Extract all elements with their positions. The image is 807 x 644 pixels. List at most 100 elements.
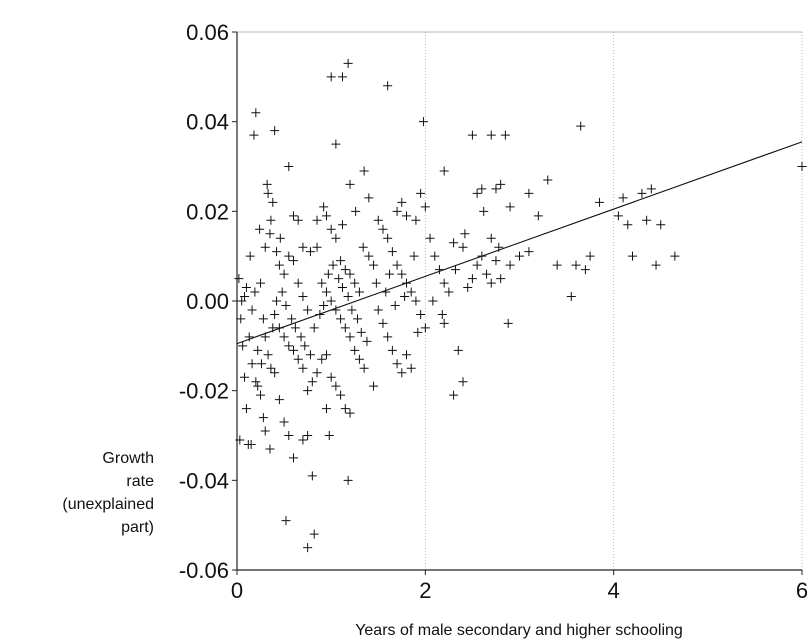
data-point (262, 179, 272, 189)
data-point (305, 247, 315, 257)
data-point (324, 431, 334, 440)
data-point (430, 251, 440, 261)
data-point (244, 332, 254, 342)
data-point (595, 197, 605, 207)
y-tick-label: -0.06 (179, 558, 229, 583)
data-point (275, 233, 285, 243)
data-point (350, 278, 360, 288)
data-point (256, 359, 266, 369)
y-tick-label: -0.04 (179, 468, 229, 493)
data-point (270, 309, 280, 319)
data-point (309, 323, 319, 333)
data-point (472, 260, 482, 270)
data-point (472, 188, 482, 198)
data-point (345, 332, 355, 342)
data-point (450, 265, 460, 275)
data-point (354, 287, 364, 297)
data-point (279, 269, 289, 279)
data-point (321, 404, 331, 414)
data-point (390, 300, 400, 310)
data-point (312, 368, 322, 378)
y-axis-label-line: part) (121, 519, 154, 536)
data-point (449, 238, 459, 248)
y-tick-label: 0.04 (186, 110, 229, 135)
data-point (383, 81, 393, 91)
data-point (373, 305, 383, 315)
data-point (552, 260, 562, 270)
data-point (326, 296, 336, 306)
data-point (491, 256, 501, 266)
data-point (337, 220, 347, 230)
data-point (434, 265, 444, 275)
data-point (387, 345, 397, 355)
data-point (268, 197, 278, 207)
data-point (319, 202, 329, 212)
y-axis-label-line: Growth (102, 450, 154, 467)
grid-lines (424, 32, 803, 570)
data-point (371, 278, 381, 288)
data-point (289, 453, 298, 463)
data-point (265, 229, 275, 239)
data-point (402, 350, 411, 360)
data-point (387, 247, 397, 257)
data-point (234, 274, 244, 284)
data-point (307, 377, 317, 387)
data-point (270, 126, 280, 136)
data-point (307, 471, 317, 481)
y-axis-label-line: rate (126, 473, 154, 490)
x-axis-label: Years of male secondary and higher schoo… (355, 622, 683, 639)
data-point (369, 260, 379, 270)
data-point (623, 220, 633, 230)
data-point (274, 395, 284, 405)
data-point (576, 121, 586, 131)
data-point (266, 363, 276, 373)
data-point (337, 72, 347, 82)
data-point (373, 215, 383, 225)
data-point (350, 345, 360, 355)
data-point (312, 215, 322, 225)
data-point (340, 265, 350, 275)
data-point (256, 390, 266, 400)
data-point (328, 260, 338, 270)
data-point (258, 314, 268, 324)
data-point (477, 184, 487, 194)
data-point (317, 278, 327, 288)
data-point (303, 431, 313, 440)
data-point (458, 377, 468, 387)
data-point (359, 166, 369, 176)
data-point (326, 372, 336, 382)
data-point (241, 283, 251, 293)
data-point (543, 175, 553, 185)
data-point (503, 318, 513, 328)
data-point (496, 179, 506, 189)
data-point (277, 287, 287, 297)
data-point (340, 404, 350, 414)
data-point (364, 251, 374, 261)
data-point (439, 318, 449, 328)
y-tick-label: 0.06 (186, 20, 229, 45)
data-point (284, 251, 294, 261)
data-point (298, 435, 308, 445)
data-point (351, 206, 361, 216)
y-tick-label: -0.02 (179, 379, 229, 404)
y-axis-label-line: (unexplained (62, 496, 154, 513)
data-point (571, 260, 581, 270)
data-point (298, 363, 308, 373)
data-point (323, 269, 333, 279)
data-point (496, 274, 506, 284)
data-point (467, 274, 477, 284)
data-point (265, 444, 275, 454)
data-point (289, 256, 298, 266)
data-point (416, 188, 426, 198)
data-point (406, 287, 416, 297)
data-point (505, 202, 515, 212)
data-point (274, 260, 284, 270)
data-point (247, 359, 257, 369)
data-point (449, 390, 459, 400)
data-point (266, 215, 276, 225)
data-point (253, 381, 263, 391)
data-point (260, 242, 270, 252)
data-point (245, 251, 255, 261)
data-point (312, 242, 322, 252)
data-point (240, 292, 250, 302)
